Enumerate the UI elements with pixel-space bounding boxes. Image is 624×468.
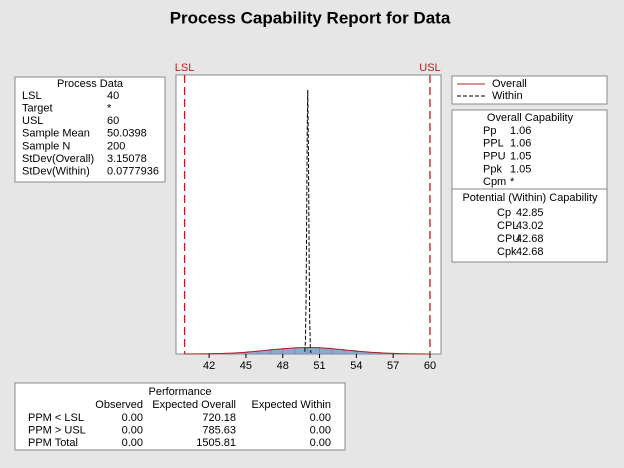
row-label: Cpk <box>497 246 517 258</box>
table-title: Overall Capability <box>487 112 574 124</box>
legend-box <box>451 75 608 105</box>
row-label: Ppk <box>483 163 502 175</box>
row-value: 50.0398 <box>107 128 147 140</box>
column-header: Expected Overall <box>152 399 236 411</box>
row-label: PPM Total <box>28 437 78 449</box>
column-header: Observed <box>95 399 143 411</box>
row-label: PPM < LSL <box>28 412 84 424</box>
x-tick-label: 54 <box>350 360 362 372</box>
cell: 1505.81 <box>196 437 236 449</box>
legend-label: Overall <box>492 78 527 90</box>
spec-label: USL <box>419 62 440 74</box>
row-value: 43.02 <box>516 220 544 232</box>
cell: 785.63 <box>202 424 236 436</box>
process-data-box <box>14 76 166 183</box>
row-value: 3.15078 <box>107 153 147 165</box>
chart-title: Process Capability Report for Data <box>170 8 451 27</box>
row-label: PPL <box>483 138 504 150</box>
row-value: 0.0777936 <box>107 166 159 178</box>
row-label: USL <box>22 115 43 127</box>
row-value: 42.68 <box>516 233 544 245</box>
row-value: * <box>510 176 515 188</box>
row-value: 1.05 <box>510 163 531 175</box>
row-label: PPM > USL <box>28 424 86 436</box>
row-label: PPU <box>483 151 506 163</box>
row-label: Sample N <box>22 140 70 152</box>
cell: 0.00 <box>122 412 143 424</box>
row-value: 42.85 <box>516 207 544 219</box>
cell: 0.00 <box>122 437 143 449</box>
curve <box>304 89 312 354</box>
row-value: 42.68 <box>516 246 544 258</box>
table-title: Potential (Within) Capability <box>462 192 598 204</box>
x-tick-label: 42 <box>203 360 215 372</box>
row-label: Cpm <box>483 176 506 188</box>
spec-label: LSL <box>175 62 195 74</box>
row-label: Target <box>22 103 53 115</box>
cell: 0.00 <box>122 424 143 436</box>
row-label: StDev(Within) <box>22 166 90 178</box>
bar <box>282 348 296 355</box>
row-value: * <box>107 103 112 115</box>
row-value: 1.06 <box>510 138 531 150</box>
row-label: CPL <box>497 220 518 232</box>
row-value: 1.06 <box>510 125 531 137</box>
row-label: Pp <box>483 125 496 137</box>
row-value: 60 <box>107 115 119 127</box>
row-label: Sample Mean <box>22 128 90 140</box>
x-tick-label: 45 <box>240 360 252 372</box>
row-value: 200 <box>107 140 125 152</box>
cell: 720.18 <box>202 412 236 424</box>
table-title: Performance <box>149 386 212 398</box>
row-value: 40 <box>107 90 119 102</box>
row-label: CPU <box>497 233 520 245</box>
curve <box>184 346 430 355</box>
row-label: LSL <box>22 90 42 102</box>
legend-label: Within <box>492 90 523 102</box>
x-tick-label: 51 <box>313 360 325 372</box>
column-header: Expected Within <box>252 399 331 411</box>
bar <box>307 347 320 355</box>
cell: 0.00 <box>310 424 331 436</box>
x-tick-label: 48 <box>277 360 289 372</box>
table-title: Process Data <box>57 78 124 90</box>
row-label: StDev(Overall) <box>22 153 94 165</box>
capability-box <box>451 109 608 263</box>
cell: 0.00 <box>310 412 331 424</box>
row-label: Cp <box>497 207 511 219</box>
x-tick-label: 57 <box>387 360 399 372</box>
performance-box <box>14 382 346 451</box>
row-value: 1.05 <box>510 151 531 163</box>
cell: 0.00 <box>310 437 331 449</box>
x-tick-label: 60 <box>424 360 436 372</box>
